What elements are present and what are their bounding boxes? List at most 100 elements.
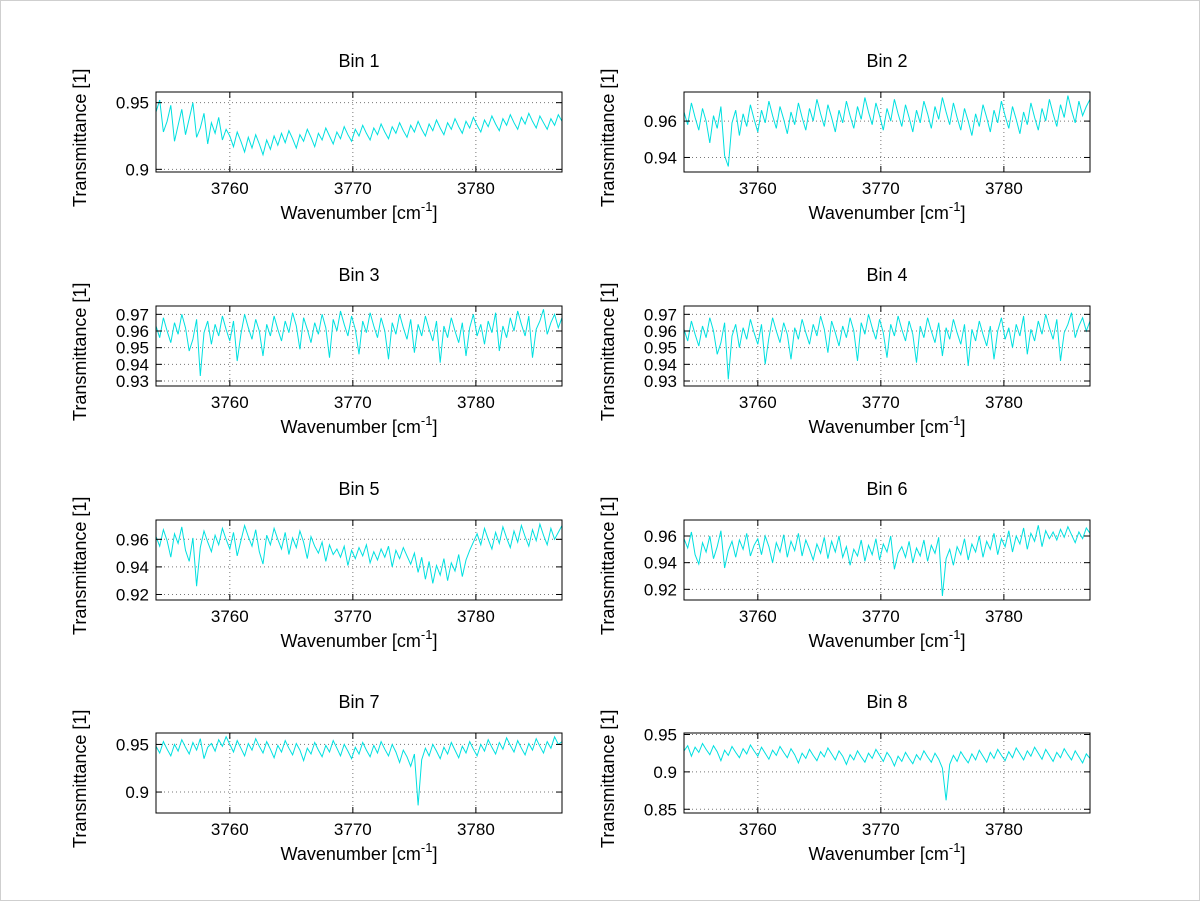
plot-background (156, 92, 562, 172)
spectrum-line (155, 521, 563, 586)
x-tick-label: 3780 (985, 179, 1023, 196)
x-axis-label: Wavenumber [cm-1] (280, 412, 438, 437)
x-tick-label: 3780 (985, 607, 1023, 624)
plot-area: 3760 3770 3780 0.9 0.95 (116, 732, 563, 837)
subplot-bin-6: Bin 6 Transmittance [1] 3760 3770 3780 0.92… (598, 474, 1200, 671)
x-tick-label: 3760 (211, 393, 249, 410)
x-tick-label: 3760 (739, 179, 777, 196)
plot-area: 3760 3770 3780 0.85 0.9 0.95 (644, 726, 1091, 837)
subplot-bin-4: Bin 4 Transmittance [1] 3760 3770 3780 0.93… (598, 260, 1200, 457)
spectrum-line (683, 524, 1091, 596)
x-axis-label: Wavenumber [cm-1] (280, 626, 438, 651)
chart-title: Bin 5 (338, 478, 380, 499)
y-axis-label: Transmittance [1] (70, 282, 90, 421)
y-axis-label: Transmittance [1] (598, 496, 618, 635)
y-tick-label: 0.93 (644, 372, 677, 391)
y-tick-label: 0.93 (116, 372, 149, 391)
y-tick-label: 0.94 (116, 355, 149, 374)
subplot-bin-3: Bin 3 Transmittance [1] 3760 3770 3780 0.93… (0, 260, 600, 457)
x-tick-label: 3770 (334, 393, 372, 410)
plot-background (684, 733, 1090, 814)
x-tick-label: 3780 (457, 179, 495, 196)
x-tick-label: 3760 (211, 179, 249, 196)
y-axis-label: Transmittance [1] (598, 282, 618, 421)
y-tick-label: 0.97 (644, 305, 677, 324)
y-tick-label: 0.96 (644, 322, 677, 341)
y-tick-label: 0.95 (116, 736, 149, 755)
x-tick-label: 3770 (862, 393, 900, 410)
x-tick-label: 3780 (457, 607, 495, 624)
spectrum-line (155, 308, 563, 376)
y-tick-label: 0.95 (644, 726, 677, 745)
axes-box (155, 305, 563, 387)
subplot-bin-2: Bin 2 Transmittance [1] 3760 3770 3780 0.94… (598, 46, 1200, 243)
chart-title: Bin 1 (338, 51, 380, 71)
x-tick-label: 3770 (862, 607, 900, 624)
chart-title: Bin 7 (338, 692, 380, 713)
y-tick-label: 0.92 (644, 580, 677, 599)
y-tick-label: 0.85 (644, 801, 677, 820)
y-tick-label: 0.94 (644, 355, 677, 374)
x-tick-label: 3760 (739, 393, 777, 410)
plot-background (156, 733, 562, 814)
x-axis-label: Wavenumber [cm-1] (280, 199, 438, 223)
y-tick-label: 0.96 (116, 322, 149, 341)
y-axis-label: Transmittance [1] (70, 496, 90, 635)
subplot-bin-1: Bin 1 Transmittance [1] 3760 3770 3780 0.9 0… (0, 46, 600, 243)
x-tick-label: 3780 (985, 393, 1023, 410)
plot-background (156, 519, 562, 600)
y-axis-label: Transmittance [1] (70, 709, 90, 849)
plot-area: 3760 3770 3780 0.930.940.950.960.97 (116, 305, 563, 410)
x-tick-label: 3780 (457, 820, 495, 837)
plot-area: 3760 3770 3780 0.94 0.96 (644, 91, 1091, 196)
y-tick-label: 0.94 (644, 148, 677, 167)
axes-box (683, 519, 1091, 600)
x-tick-label: 3760 (211, 607, 249, 624)
y-tick-label: 0.97 (116, 305, 149, 324)
x-axis-label: Wavenumber [cm-1] (808, 199, 966, 223)
chart-title: Bin 3 (338, 264, 380, 285)
plot-area: 3760 3770 3780 0.92 0.94 0.96 (116, 519, 563, 624)
chart-title: Bin 4 (866, 264, 908, 285)
spectrum-line (155, 735, 563, 806)
plot-area: 3760 3770 3780 0.930.940.950.960.97 (644, 305, 1091, 410)
y-axis-label: Transmittance [1] (598, 709, 618, 849)
axes-box (683, 732, 1091, 814)
x-axis-label: Wavenumber [cm-1] (808, 412, 966, 437)
y-tick-label: 0.94 (644, 553, 677, 572)
y-tick-label: 0.95 (116, 338, 149, 357)
plot-area: 3760 3770 3780 0.9 0.95 (116, 91, 563, 196)
y-axis-label: Transmittance [1] (70, 68, 90, 207)
chart-title: Bin 8 (866, 692, 908, 713)
x-tick-label: 3770 (334, 820, 372, 837)
y-tick-label: 0.9 (125, 783, 149, 802)
plot-background (684, 519, 1090, 600)
plot-area: 3760 3770 3780 0.92 0.94 0.96 (644, 519, 1091, 624)
subplot-bin-8: Bin 8 Transmittance [1] 3760 3770 3780 0.85… (598, 687, 1200, 884)
y-tick-label: 0.95 (644, 338, 677, 357)
plot-background (684, 305, 1090, 386)
subplot-bin-5: Bin 5 Transmittance [1] 3760 3770 3780 0.92… (0, 474, 600, 671)
x-tick-label: 3770 (334, 607, 372, 624)
spectrum-line (155, 99, 563, 157)
plot-background (684, 92, 1090, 172)
axes-box (683, 305, 1091, 387)
y-tick-label: 0.95 (116, 94, 149, 113)
chart-title: Bin 6 (866, 478, 908, 499)
x-tick-label: 3760 (739, 607, 777, 624)
y-tick-label: 0.92 (116, 585, 149, 604)
y-tick-label: 0.94 (116, 557, 149, 576)
y-axis-label: Transmittance [1] (598, 68, 618, 207)
x-axis-label: Wavenumber [cm-1] (280, 840, 438, 865)
x-tick-label: 3770 (862, 179, 900, 196)
spectrum-line (683, 95, 1091, 167)
axes-box (155, 732, 563, 814)
x-tick-label: 3770 (334, 179, 372, 196)
x-tick-label: 3760 (211, 820, 249, 837)
axes-box (683, 91, 1091, 173)
x-axis-label: Wavenumber [cm-1] (808, 626, 966, 651)
y-tick-label: 0.96 (116, 530, 149, 549)
y-tick-label: 0.9 (125, 160, 149, 179)
spectrum-line (683, 312, 1091, 380)
